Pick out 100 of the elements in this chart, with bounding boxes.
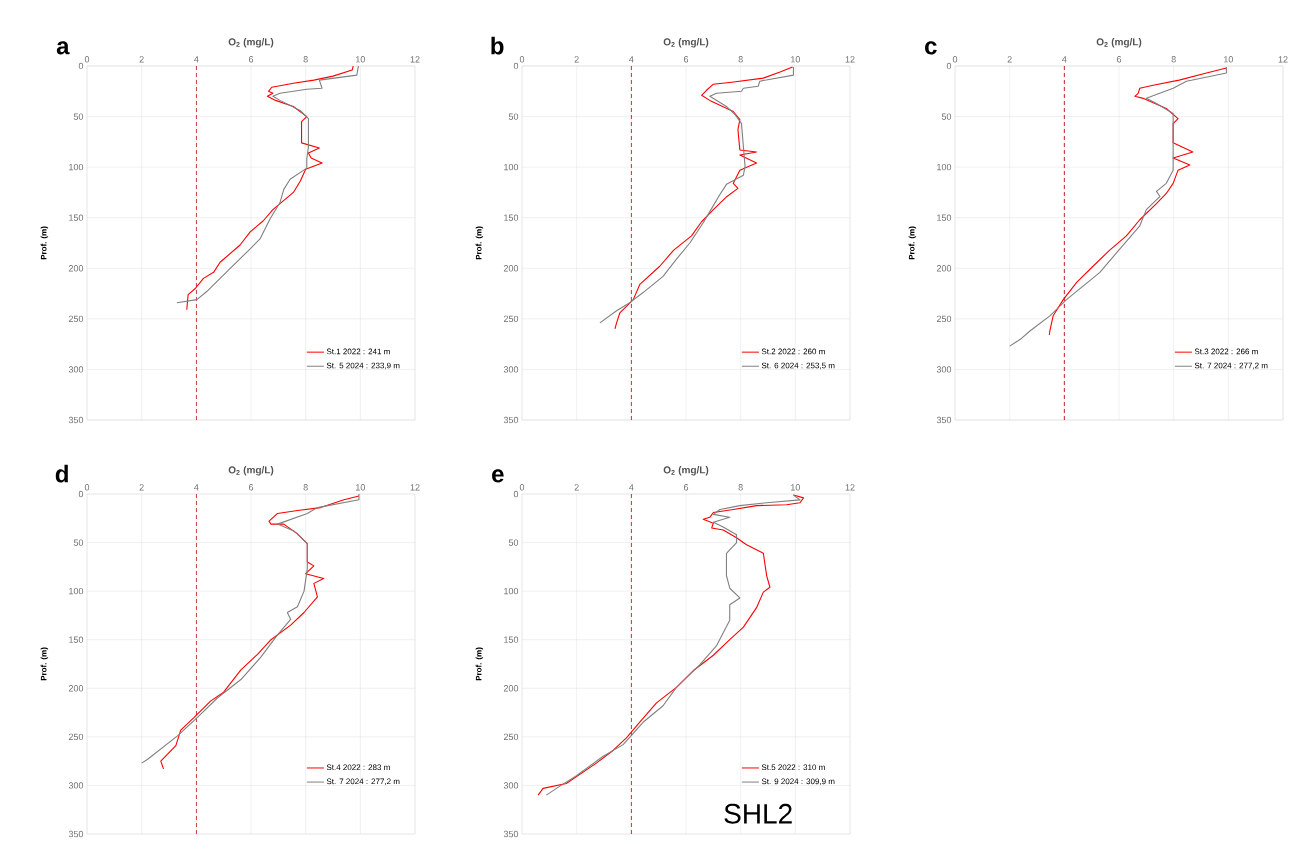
y-tick-label: 200 [503,265,519,272]
x-tick-label: 10 [356,56,365,63]
x-tick-label: 0 [84,484,90,491]
y-tick-label: 250 [68,315,84,323]
x-tick-label: 4 [629,56,634,63]
x-tick-label: 12 [1278,56,1288,63]
line-series [1009,66,1227,347]
y-tick-label: 200 [936,265,952,272]
x-tick-label: 10 [791,484,800,491]
y-tick-label: 350 [936,416,952,424]
legend-label: St.2 2022 : 260 m [761,348,825,355]
y-tick-label: 200 [68,685,84,692]
x-tick-label: 4 [194,484,199,491]
y-tick-label: 150 [69,636,84,643]
y-tick-label: 350 [68,416,84,424]
y-tick-label: 50 [941,113,952,120]
x-tick-label: 4 [629,484,634,491]
x-tick-label: 12 [410,484,420,491]
y-axis-title: Prof. (m) [40,226,49,260]
x-axis-title: O$_{2}$ (mg/L) [228,466,274,476]
x-tick-label: 10 [1224,56,1233,63]
x-tick-label: 0 [519,484,525,491]
legend-label: St. 7 2024 : 277,2 m [326,778,400,786]
x-axis-title: O$_{2}$ (mg/L) [663,38,709,48]
x-tick-label: 12 [845,56,855,63]
legend-label: St.4 2022 : 283 m [326,764,390,771]
x-axis-title: O$_{2}$ (mg/L) [1096,38,1142,48]
y-tick-label: 300 [503,782,519,789]
y-tick-label: 150 [937,214,952,221]
y-tick-label: 0 [513,62,519,70]
x-tick-label: 8 [303,484,308,491]
y-axis-title: Prof. (m) [908,226,917,260]
legend-label: St. 5 2024 : 233,9 m [326,362,400,370]
x-tick-label: 2 [139,484,144,491]
legend-label: St.5 2022 : 310 m [761,764,825,771]
legend-label: St.1 2022 : 241 m [326,348,390,355]
x-tick-label: 0 [952,56,958,63]
y-tick-label: 300 [503,366,519,373]
x-tick-label: 2 [1007,56,1012,63]
x-tick-label: 8 [738,56,743,63]
x-tick-label: 12 [845,484,855,491]
y-tick-label: 100 [504,163,519,171]
chart-title: b [491,36,504,55]
x-tick-label: 0 [519,56,525,63]
x-tick-label: 6 [248,484,254,491]
y-tick-label: 250 [936,315,952,323]
y-tick-label: 200 [68,265,84,272]
x-axis-title: O$_{2}$ (mg/L) [663,466,709,476]
y-tick-label: 50 [508,539,519,546]
x-tick-label: 12 [410,56,420,63]
y-axis-title: Prof. (m) [40,647,49,681]
y-tick-label: 50 [508,113,519,120]
legend-label: St. 6 2024 : 253,5 m [761,362,835,370]
y-tick-label: 250 [68,733,84,741]
y-tick-label: 300 [936,366,952,373]
y-tick-label: 50 [73,113,84,120]
y-tick-label: 100 [69,587,84,595]
x-tick-label: 6 [683,484,689,491]
x-tick-label: 10 [356,484,365,491]
x-tick-label: 6 [1116,56,1122,63]
y-tick-label: 50 [73,539,84,546]
x-tick-label: 0 [84,56,90,63]
x-tick-label: 2 [574,484,579,491]
y-tick-label: 350 [68,830,84,838]
y-tick-label: 300 [68,782,84,789]
x-tick-label: 6 [248,56,254,63]
x-tick-label: 8 [738,484,743,491]
y-tick-label: 300 [68,366,84,373]
y-tick-label: 250 [503,733,519,741]
x-tick-label: 6 [683,56,689,63]
y-tick-label: 150 [504,636,519,643]
x-tick-label: 2 [139,56,144,63]
y-tick-label: 0 [78,62,84,70]
chart-title: c [925,41,937,55]
y-axis-title: Prof. (m) [475,226,484,260]
y-tick-label: 350 [503,830,519,838]
x-tick-label: 4 [1062,56,1067,63]
line-series [1048,67,1227,336]
x-tick-label: 8 [1171,56,1176,63]
y-tick-label: 0 [946,62,952,70]
y-tick-label: 0 [78,490,84,498]
legend-label: St.3 2022 : 266 m [1194,348,1258,355]
y-tick-label: 200 [503,685,519,692]
x-tick-label: 4 [194,56,199,63]
legend-label: St. 9 2024 : 309,9 m [761,778,835,786]
y-tick-label: 0 [513,490,519,498]
chart-title: a [56,41,70,55]
y-tick-label: 350 [503,416,519,424]
x-tick-label: 10 [791,56,800,63]
chart-title: d [55,464,68,483]
y-tick-label: 100 [937,163,952,171]
y-tick-label: 100 [69,163,84,171]
annotation: SHL2 [724,803,792,824]
chart-title: e [492,469,504,483]
y-tick-label: 150 [69,214,84,221]
y-tick-label: 100 [504,587,519,595]
y-axis-title: Prof. (m) [475,647,484,681]
legend-label: St. 7 2024 : 277,2 m [1194,362,1268,370]
y-tick-label: 250 [503,315,519,323]
x-tick-label: 8 [303,56,308,63]
